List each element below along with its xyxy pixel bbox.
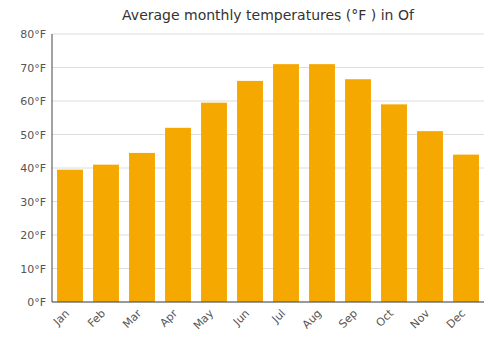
- y-tick-label: 60°F: [20, 95, 46, 108]
- y-axis: [52, 34, 53, 302]
- bar: [381, 104, 407, 302]
- title: Average monthly temperatures (°F ) in Of: [122, 7, 415, 23]
- bar: [201, 103, 227, 302]
- bar: [165, 128, 191, 302]
- x-tick-label: Apr: [157, 307, 180, 330]
- x-tick-label: Dec: [444, 307, 468, 331]
- bar: [237, 81, 263, 302]
- y-tick-label: 80°F: [20, 28, 46, 41]
- x-tick-label: Mar: [120, 307, 144, 331]
- x-tick-label: Nov: [408, 307, 433, 332]
- x-tick-label: Aug: [300, 307, 324, 331]
- y-tick-label: 10°F: [20, 263, 46, 276]
- bar: [57, 170, 83, 302]
- y-tick-label: 40°F: [20, 162, 46, 175]
- grid-line: [52, 67, 484, 68]
- grid-line: [52, 101, 484, 102]
- y-tick-label: 0°F: [27, 296, 46, 309]
- bar: [93, 165, 119, 302]
- bar: [345, 79, 371, 302]
- x-tick-label: Jul: [269, 307, 288, 326]
- bars: [57, 64, 479, 302]
- grid-line: [52, 302, 484, 303]
- y-tick-label: 30°F: [20, 196, 46, 209]
- grid-line: [52, 34, 484, 35]
- bar: [273, 64, 299, 302]
- bar: [129, 153, 155, 302]
- x-tick-label: Oct: [373, 306, 396, 329]
- chart-container: Average monthly temperatures (°F ) in Of…: [0, 0, 500, 350]
- x-tick-label: May: [191, 307, 217, 333]
- x-tick-label: Feb: [85, 307, 108, 330]
- chart: Average monthly temperatures (°F ) in Of…: [0, 0, 500, 350]
- bar: [309, 64, 335, 302]
- x-tick-label: Jan: [50, 307, 72, 329]
- y-tick-label: 50°F: [20, 129, 46, 142]
- y-tick-label: 70°F: [20, 62, 46, 75]
- bar: [417, 131, 443, 302]
- grid: [52, 34, 484, 302]
- x-axis: [52, 302, 484, 303]
- y-tick-label: 20°F: [20, 229, 46, 242]
- x-tick-label: Jun: [230, 307, 252, 329]
- bar: [453, 155, 479, 302]
- x-tick-label: Sep: [336, 307, 360, 331]
